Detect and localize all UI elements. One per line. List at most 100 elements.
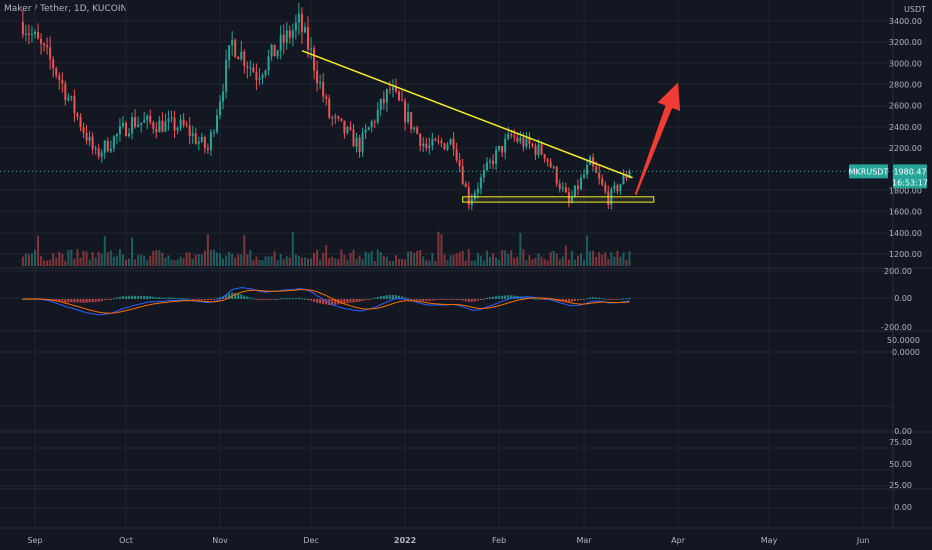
macd-histogram-bar (70, 299, 73, 303)
macd-histogram-bar (97, 299, 100, 302)
price-badge-value: 1980.47 (893, 167, 926, 176)
volume-bar (428, 260, 431, 266)
descending-trendline[interactable] (301, 49, 633, 179)
macd-histogram-bar (121, 296, 124, 299)
volume-bar (555, 253, 558, 266)
volume-bar (467, 249, 470, 266)
candle (443, 143, 446, 150)
volume-bar (489, 256, 491, 266)
macd-histogram-bar (470, 299, 473, 302)
candle (467, 187, 470, 206)
candle (616, 185, 619, 192)
macd-histogram-bar (209, 299, 212, 300)
bullish-arrow[interactable] (634, 82, 681, 195)
macd-histogram-bar (370, 298, 373, 300)
volume-bar (206, 234, 209, 266)
volume-bar (573, 259, 576, 266)
macd-signal-line (22, 289, 630, 314)
candle (425, 143, 428, 148)
volume-bar (279, 254, 282, 266)
candle (222, 91, 225, 102)
candle (564, 187, 567, 193)
candle (282, 34, 285, 43)
price-tick-label: 2800.00 (889, 81, 922, 90)
volume-bar (103, 236, 106, 266)
price-tick-label: 3200.00 (889, 38, 922, 47)
candle (37, 31, 40, 39)
candle (55, 68, 58, 76)
volume-bar (419, 250, 422, 266)
volume-bar (273, 251, 276, 266)
volume-bar (325, 245, 328, 266)
macd-histogram-bar (498, 295, 501, 299)
macd-histogram-bar (140, 295, 143, 299)
candle (404, 100, 407, 123)
candle (319, 82, 322, 84)
volume-bar (388, 260, 391, 266)
macd-histogram-bar (319, 299, 322, 304)
candle (24, 33, 27, 35)
oscillator-tick-label: 50.0000 (887, 336, 920, 345)
macd-histogram-bar (537, 298, 540, 300)
volume-bar (82, 250, 85, 266)
candle (343, 120, 346, 133)
candle (285, 30, 288, 43)
candle (334, 116, 337, 118)
volume-bar (543, 258, 546, 266)
candle (352, 129, 355, 147)
macd-histogram-bar (622, 298, 625, 300)
macd-histogram-bar (419, 299, 422, 301)
macd-histogram-bar (382, 295, 385, 299)
candle (431, 138, 434, 146)
candle (485, 162, 488, 170)
macd-histogram-bar (219, 297, 222, 299)
volume-bar (79, 257, 82, 266)
candle (297, 13, 300, 23)
volume-bar (479, 256, 482, 266)
macd-histogram-bar (176, 298, 179, 300)
macd-histogram-bar (185, 298, 188, 300)
macd-histogram-bar (64, 299, 67, 303)
volume-bar (194, 254, 197, 266)
candle (176, 128, 179, 131)
macd-histogram-bar (310, 299, 313, 301)
support-zone[interactable] (462, 196, 655, 203)
macd-histogram-bar (422, 299, 425, 301)
volume-bar (492, 253, 495, 266)
macd-histogram-bar (428, 299, 431, 302)
candle (604, 184, 607, 192)
candle (118, 126, 121, 135)
volume-bar (580, 253, 582, 266)
candle (413, 127, 416, 130)
time-axis-label: Oct (119, 536, 133, 545)
candle (407, 112, 410, 123)
volume-bar (27, 254, 30, 266)
volume-bar (528, 254, 531, 266)
candle (419, 133, 422, 147)
candle (52, 59, 55, 69)
volume-bar (452, 254, 455, 266)
macd-histogram-bar (583, 298, 586, 300)
candle (382, 98, 385, 103)
candle (300, 13, 303, 33)
macd-histogram-bar (416, 299, 419, 301)
candle (79, 116, 82, 128)
macd-histogram-bar (601, 298, 604, 300)
volume-bar (200, 254, 203, 266)
candle (558, 183, 561, 189)
macd-histogram-bar (149, 296, 152, 299)
volume-bar (270, 256, 273, 266)
candle (97, 148, 100, 157)
candle (331, 117, 334, 119)
candle (619, 184, 622, 192)
volume-bar (64, 260, 67, 266)
candle (598, 172, 601, 179)
macd-histogram-bar (115, 297, 118, 299)
volume-bar (118, 249, 121, 266)
volume-bar (182, 258, 185, 266)
volume-bar (516, 256, 519, 266)
volume-bar (97, 251, 100, 266)
macd-histogram-bar (216, 298, 218, 300)
volume-bar (212, 249, 215, 266)
